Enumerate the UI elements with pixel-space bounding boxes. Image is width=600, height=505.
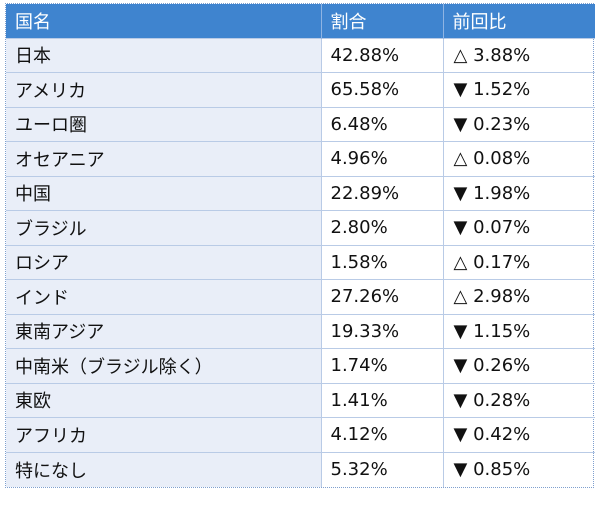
country-cell: 東欧 [6, 382, 322, 418]
share-cell: 1.41% [321, 382, 444, 418]
country-cell: 特になし [6, 451, 322, 487]
share-cell: 27.26% [321, 279, 444, 314]
header-country: 国名 [6, 4, 322, 38]
change-cell: ▼ 0.07% [443, 210, 595, 245]
change-cell: △ 2.98% [443, 279, 595, 314]
table-row: 中南米（ブラジル除く） 1.74% ▼ 0.26% [6, 348, 595, 383]
table-row: 中国 22.89% ▼ 1.98% [6, 175, 595, 211]
change-cell: ▼ 0.23% [443, 106, 595, 142]
change-cell: △ 0.08% [443, 141, 595, 176]
country-cell: アメリカ [6, 72, 322, 107]
country-cell: 日本 [6, 37, 322, 73]
table-row: ブラジル 2.80% ▼ 0.07% [6, 210, 595, 245]
change-cell: ▼ 0.26% [443, 348, 595, 383]
data-table-container: 国名 割合 前回比 日本 42.88% △ 3.88% アメリカ 65.58% … [5, 3, 595, 488]
table-row: オセアニア 4.96% △ 0.08% [6, 141, 595, 176]
change-cell: ▼ 0.28% [443, 382, 595, 418]
table-row: 特になし 5.32% ▼ 0.85% [6, 451, 595, 487]
share-cell: 42.88% [321, 37, 444, 73]
table-row: 東欧 1.41% ▼ 0.28% [6, 382, 595, 418]
header-change: 前回比 [443, 4, 595, 38]
country-cell: オセアニア [6, 141, 322, 176]
country-cell: 東南アジア [6, 313, 322, 349]
country-cell: ユーロ圏 [6, 106, 322, 142]
country-share-table: 国名 割合 前回比 日本 42.88% △ 3.88% アメリカ 65.58% … [6, 4, 595, 487]
country-cell: 中南米（ブラジル除く） [6, 348, 322, 383]
country-cell: アフリカ [6, 417, 322, 452]
share-cell: 1.74% [321, 348, 444, 383]
table-row: 東南アジア 19.33% ▼ 1.15% [6, 313, 595, 349]
table-row: アフリカ 4.12% ▼ 0.42% [6, 417, 595, 452]
table-row: 日本 42.88% △ 3.88% [6, 37, 595, 73]
table-row: インド 27.26% △ 2.98% [6, 279, 595, 314]
change-cell: △ 0.17% [443, 244, 595, 280]
change-cell: ▼ 0.85% [443, 451, 595, 487]
share-cell: 19.33% [321, 313, 444, 349]
table-header-row: 国名 割合 前回比 [6, 4, 595, 38]
change-cell: △ 3.88% [443, 37, 595, 73]
share-cell: 6.48% [321, 106, 444, 142]
country-cell: ブラジル [6, 210, 322, 245]
country-cell: 中国 [6, 175, 322, 211]
share-cell: 5.32% [321, 451, 444, 487]
share-cell: 4.12% [321, 417, 444, 452]
change-cell: ▼ 0.42% [443, 417, 595, 452]
country-cell: インド [6, 279, 322, 314]
table-row: アメリカ 65.58% ▼ 1.52% [6, 72, 595, 107]
table-row: ロシア 1.58% △ 0.17% [6, 244, 595, 280]
share-cell: 1.58% [321, 244, 444, 280]
share-cell: 2.80% [321, 210, 444, 245]
country-cell: ロシア [6, 244, 322, 280]
share-cell: 65.58% [321, 72, 444, 107]
header-share: 割合 [321, 4, 444, 38]
share-cell: 22.89% [321, 175, 444, 211]
change-cell: ▼ 1.98% [443, 175, 595, 211]
share-cell: 4.96% [321, 141, 444, 176]
change-cell: ▼ 1.15% [443, 313, 595, 349]
change-cell: ▼ 1.52% [443, 72, 595, 107]
table-row: ユーロ圏 6.48% ▼ 0.23% [6, 106, 595, 142]
